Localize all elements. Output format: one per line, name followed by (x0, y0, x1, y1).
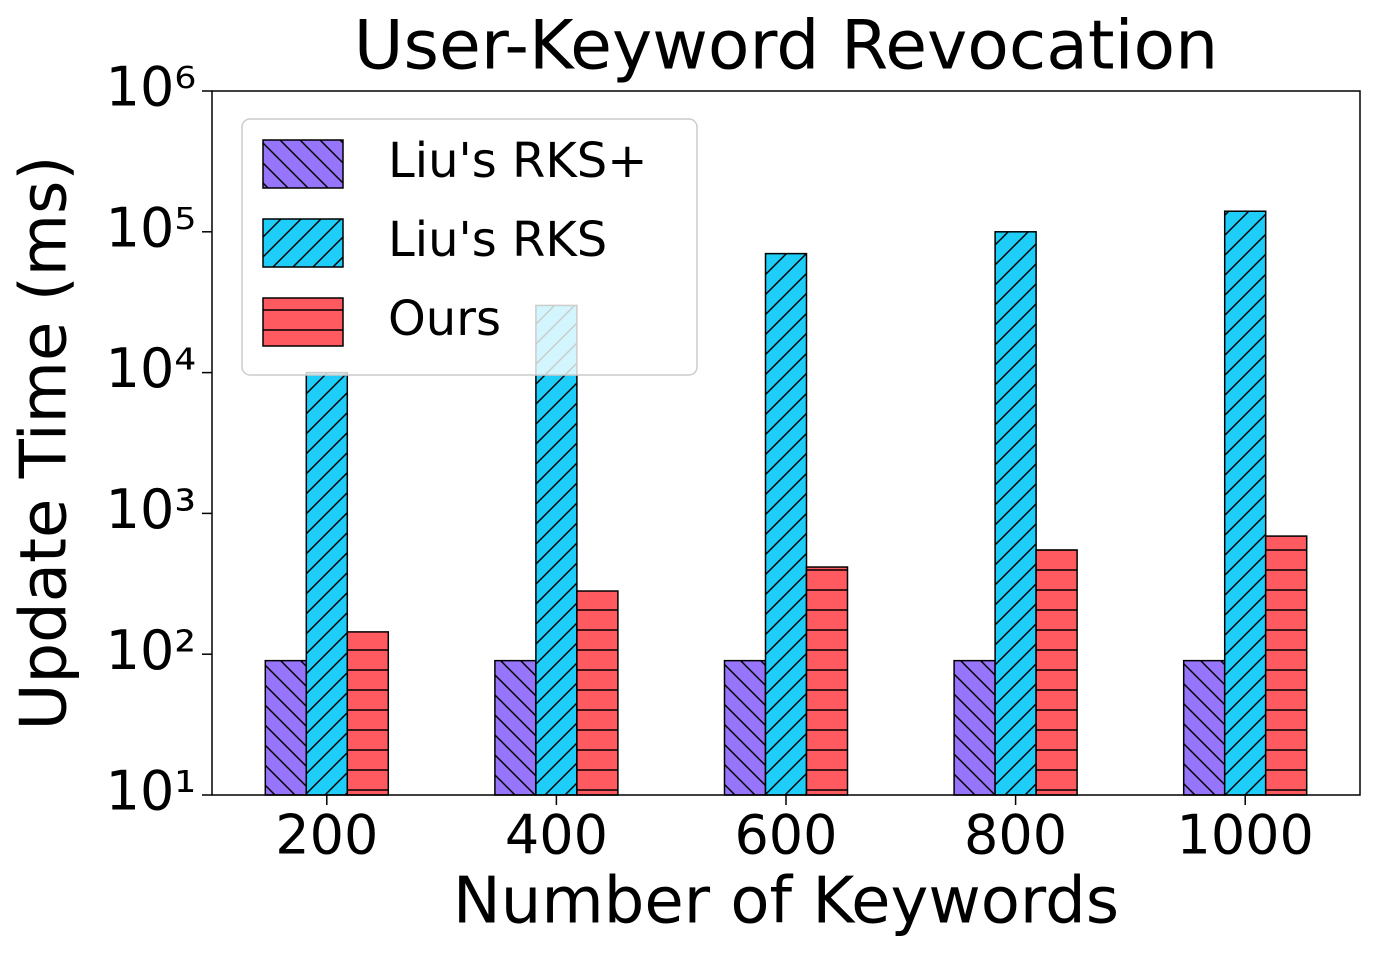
chart-title: User-Keyword Revocation (354, 7, 1218, 86)
bar (494, 659, 537, 796)
bar (576, 590, 619, 796)
bar (1223, 210, 1267, 796)
legend-label: Liu's RKS+ (388, 133, 647, 189)
legend-swatch (262, 297, 344, 347)
bar (1264, 535, 1308, 796)
bar (535, 304, 578, 796)
y-tick-label: 10² (106, 619, 196, 682)
x-tick-label: 1000 (1176, 804, 1313, 867)
bar (994, 231, 1037, 796)
legend-swatch (262, 218, 344, 268)
legend-box (241, 118, 698, 376)
y-tick-label: 10³ (106, 478, 196, 541)
legend-label: Ours (388, 291, 501, 347)
x-tick-label: 200 (275, 804, 378, 867)
bar (1035, 549, 1078, 796)
legend-swatch (262, 139, 344, 189)
bar (723, 659, 767, 796)
x-tick-label: 600 (734, 804, 837, 867)
bar (764, 252, 808, 796)
y-tick-label: 10¹ (106, 760, 196, 823)
bar (953, 659, 996, 796)
bar (305, 371, 349, 796)
bar (264, 659, 308, 796)
plot-frame (211, 90, 1361, 796)
y-tick-label: 10⁴ (106, 337, 196, 400)
legend-label: Liu's RKS (388, 212, 607, 268)
x-tick-label: 400 (505, 804, 608, 867)
x-tick-label: 800 (964, 804, 1067, 867)
bar (346, 631, 390, 796)
y-tick-label: 10⁶ (106, 56, 196, 119)
x-axis-label: Number of Keywords (453, 865, 1119, 939)
y-axis-label: Update Time (ms) (8, 156, 82, 731)
bar (1182, 659, 1226, 796)
bar (805, 566, 849, 796)
y-tick-label: 10⁵ (106, 196, 196, 259)
